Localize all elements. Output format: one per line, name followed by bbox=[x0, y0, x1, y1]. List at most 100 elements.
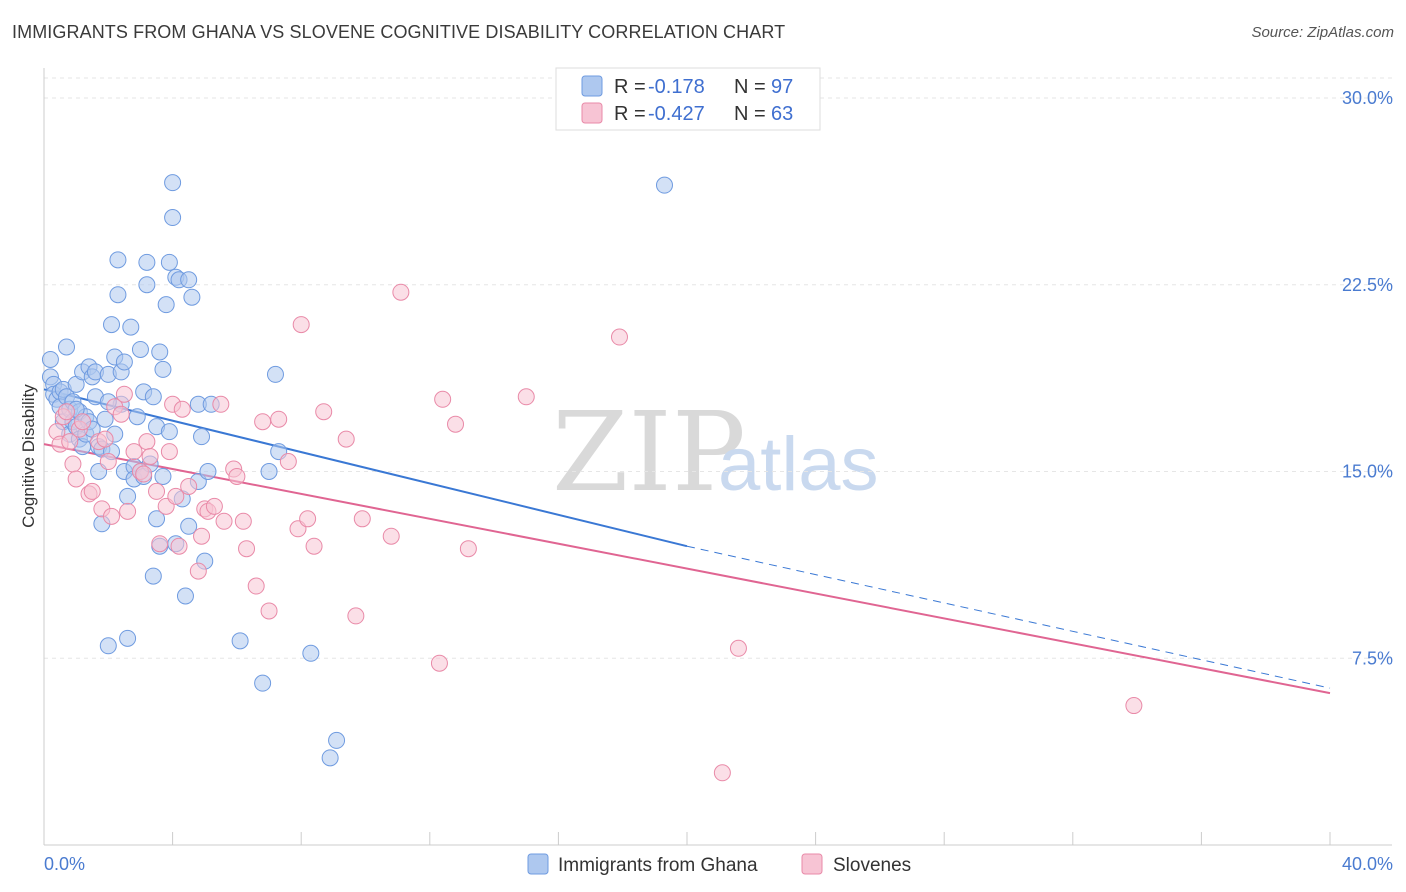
legend-r-value-ghana: -0.178 bbox=[648, 76, 705, 98]
data-point bbox=[260, 463, 278, 480]
series-slovenes bbox=[48, 283, 1143, 782]
data-point bbox=[41, 350, 59, 368]
data-point bbox=[234, 512, 252, 530]
data-point bbox=[96, 430, 114, 448]
data-point bbox=[713, 764, 731, 782]
data-point bbox=[434, 390, 452, 408]
data-point bbox=[141, 448, 159, 466]
data-point bbox=[173, 400, 191, 418]
data-point bbox=[328, 731, 346, 749]
data-point bbox=[392, 283, 410, 301]
legend-r-value-slovenes: -0.427 bbox=[648, 103, 705, 125]
data-point bbox=[167, 487, 185, 505]
data-point bbox=[270, 410, 288, 428]
data-point bbox=[96, 410, 114, 428]
data-point bbox=[180, 271, 198, 289]
data-point bbox=[382, 527, 400, 545]
data-point bbox=[205, 497, 223, 515]
data-point bbox=[170, 537, 188, 555]
data-point bbox=[247, 577, 265, 595]
data-point bbox=[103, 507, 121, 525]
trend-lines bbox=[43, 388, 1331, 695]
data-point bbox=[119, 487, 137, 505]
data-point bbox=[254, 674, 272, 692]
data-points bbox=[41, 174, 1143, 782]
y-tick-label-0: 7.5% bbox=[1352, 648, 1393, 668]
data-point bbox=[315, 403, 333, 421]
y-tick-label-2: 22.5% bbox=[1342, 275, 1393, 295]
data-point bbox=[148, 510, 166, 528]
data-point bbox=[115, 353, 133, 371]
data-point bbox=[99, 637, 117, 655]
trend-line-slovenes bbox=[43, 443, 1331, 695]
data-point bbox=[1125, 697, 1143, 715]
data-point bbox=[189, 562, 207, 580]
data-point bbox=[347, 607, 365, 625]
data-point bbox=[321, 749, 339, 767]
data-point bbox=[138, 276, 156, 294]
data-point bbox=[260, 602, 278, 620]
trend-line-ghana-extrapolated bbox=[686, 545, 1331, 689]
data-point bbox=[157, 296, 175, 314]
data-point bbox=[729, 639, 747, 657]
data-point bbox=[154, 467, 172, 485]
legend-n-label-ghana: N = bbox=[734, 76, 766, 98]
data-point bbox=[99, 453, 117, 471]
y-tick-label-1: 15.0% bbox=[1342, 462, 1393, 482]
y-axis-label: Cognitive Disability bbox=[19, 384, 38, 528]
correlation-legend: R = -0.178 N = 97 R = -0.427 N = 63 bbox=[555, 67, 821, 131]
data-point bbox=[228, 467, 246, 485]
legend-n-value-slovenes: 63 bbox=[771, 103, 793, 125]
y-tick-label-3: 30.0% bbox=[1342, 88, 1393, 108]
data-point bbox=[266, 365, 284, 383]
data-point bbox=[138, 433, 156, 451]
data-point bbox=[58, 403, 76, 421]
data-point bbox=[160, 423, 178, 441]
data-point bbox=[655, 176, 673, 194]
data-point bbox=[154, 360, 172, 378]
x-tick-label-1: 40.0% bbox=[1342, 854, 1393, 874]
axes bbox=[43, 68, 1392, 846]
data-point bbox=[119, 502, 137, 520]
data-point bbox=[459, 540, 477, 558]
data-point bbox=[67, 470, 85, 488]
data-point bbox=[180, 477, 198, 495]
data-point bbox=[83, 482, 101, 500]
data-point bbox=[135, 465, 153, 483]
data-point bbox=[180, 517, 198, 535]
data-point bbox=[148, 482, 166, 500]
data-point bbox=[292, 316, 310, 334]
data-point bbox=[109, 251, 127, 269]
data-point bbox=[128, 408, 146, 426]
legend-n-value-ghana: 97 bbox=[771, 76, 793, 98]
data-point bbox=[131, 340, 149, 358]
data-point bbox=[212, 395, 230, 413]
source-credit: Source: ZipAtlas.com bbox=[1251, 24, 1394, 41]
data-point bbox=[215, 512, 233, 530]
data-point bbox=[238, 540, 256, 558]
data-point bbox=[103, 316, 121, 334]
data-point bbox=[115, 385, 133, 403]
data-point bbox=[183, 288, 201, 306]
data-point bbox=[119, 629, 137, 647]
watermark-zip: ZIP bbox=[552, 388, 746, 516]
data-point bbox=[122, 318, 140, 336]
legend-n-label-slovenes: N = bbox=[734, 103, 766, 125]
series-legend-swatch-ghana bbox=[527, 853, 549, 875]
series-legend-label-slovenes: Slovenes bbox=[833, 855, 911, 876]
data-point bbox=[302, 644, 320, 662]
watermark-atlas: atlas bbox=[718, 422, 879, 507]
data-point bbox=[138, 253, 156, 271]
data-point bbox=[353, 510, 371, 528]
data-point bbox=[254, 413, 272, 431]
data-point bbox=[61, 433, 79, 451]
legend-swatch-slovenes bbox=[581, 102, 603, 124]
data-point bbox=[430, 654, 448, 672]
data-point bbox=[125, 443, 143, 461]
legend-r-label-slovenes: R = bbox=[614, 103, 646, 125]
data-point bbox=[517, 388, 535, 406]
data-point bbox=[151, 343, 169, 361]
data-point bbox=[74, 413, 92, 431]
data-point bbox=[58, 338, 76, 356]
